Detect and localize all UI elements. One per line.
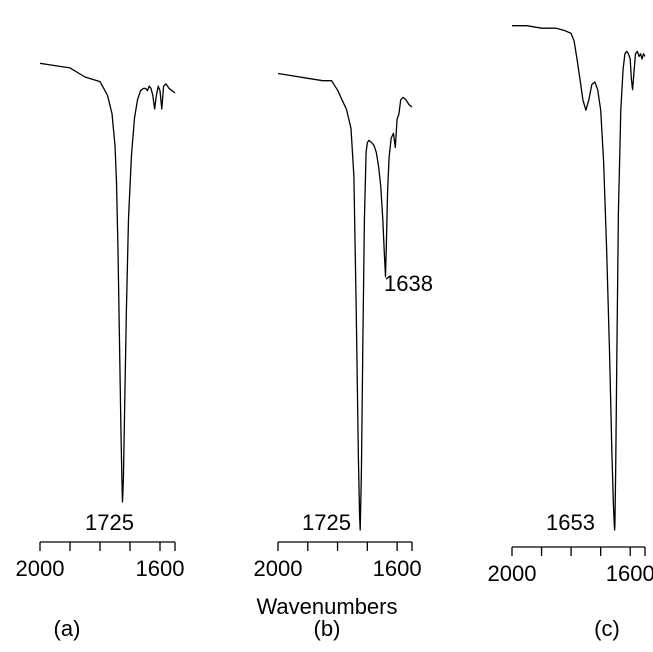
- x-tick-label: 2000: [488, 561, 537, 586]
- spectrum-trace: [512, 25, 646, 531]
- spectrum-trace: [39, 62, 176, 503]
- x-tick-label: 1600: [136, 556, 185, 581]
- panel-label: (a): [54, 616, 81, 641]
- x-axis-label: Wavenumbers: [256, 594, 397, 619]
- x-tick-label: 2000: [16, 556, 65, 581]
- peak-label: 1653: [546, 510, 595, 535]
- spectrum-panel-2: 2000 1600 1725 1638 (b): [254, 72, 433, 641]
- spectrum-trace: [277, 72, 413, 531]
- peak-label: 1638: [384, 271, 433, 296]
- x-tick-label: 1600: [606, 561, 653, 586]
- x-tick-label: 2000: [254, 556, 303, 581]
- panel-label: (b): [314, 616, 341, 641]
- peak-label: 1725: [85, 510, 134, 535]
- peak-label: 1725: [302, 510, 351, 535]
- spectrum-panel-3: 2000 1600 1653 (c): [488, 25, 653, 641]
- panel-label: (c): [594, 616, 620, 641]
- x-tick-label: 1600: [373, 556, 422, 581]
